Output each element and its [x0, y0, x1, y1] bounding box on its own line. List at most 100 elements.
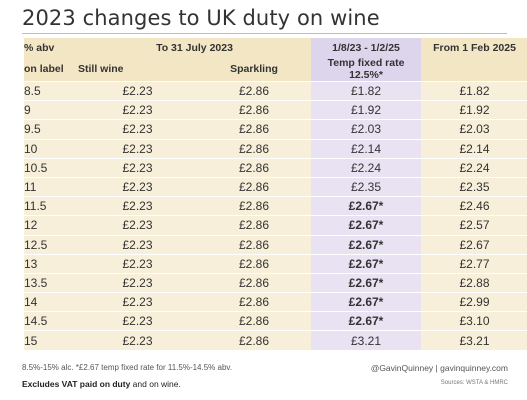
- cell-sparkling: £2.86: [197, 253, 312, 274]
- table-row: 14.5 £2.23 £2.86 £2.67* £3.10: [24, 311, 527, 331]
- cell-temp-rate: £2.03: [311, 119, 422, 140]
- cell-still-wine: £2.23: [78, 215, 197, 235]
- header-new-blank: [421, 57, 527, 82]
- cell-sparkling: £2.86: [197, 330, 312, 350]
- cell-sparkling: £2.86: [197, 292, 312, 312]
- cell-abv: 13.5: [24, 272, 78, 293]
- sources-line: Sources: WSTA & HMRC: [440, 380, 508, 386]
- table-row: 14 £2.23 £2.86 £2.67* £2.99: [24, 292, 527, 312]
- cell-still-wine: £2.23: [78, 272, 197, 293]
- header-abv: % abv: [24, 38, 78, 57]
- cell-temp-rate: £2.35: [311, 176, 422, 197]
- cell-still-wine: £2.23: [78, 330, 197, 350]
- table-row: 12.5 £2.23 £2.86 £2.67* £2.67: [24, 234, 527, 255]
- table-row: 13.5 £2.23 £2.86 £2.67* £2.88: [24, 272, 527, 293]
- cell-still-wine: £2.23: [78, 176, 197, 197]
- cell-abv: 10: [24, 138, 78, 159]
- cell-still-wine: £2.23: [78, 138, 197, 159]
- duty-table-body: 8.5 £2.23 £2.86 £1.82 £1.82 9 £2.23 £2.86 £1.92 £…: [24, 80, 527, 350]
- cell-from-2025: £2.46: [421, 196, 527, 216]
- cell-from-2025: £3.10: [421, 311, 527, 331]
- cell-still-wine: £2.23: [78, 196, 197, 216]
- table-row: 12 £2.23 £2.86 £2.67* £2.57: [24, 215, 527, 235]
- cell-temp-rate: £1.82: [311, 80, 422, 101]
- header-row-types: on label Still wine Sparkling Temp fixed…: [24, 57, 527, 82]
- header-on-label: on label: [24, 57, 78, 82]
- cell-from-2025: £2.99: [421, 292, 527, 312]
- cell-from-2025: £2.67: [421, 234, 527, 255]
- cell-temp-rate: £2.67*: [311, 215, 422, 235]
- cell-temp-rate: £2.67*: [311, 234, 422, 255]
- cell-sparkling: £2.86: [197, 215, 312, 235]
- table-row: 11 £2.23 £2.86 £2.35 £2.35: [24, 176, 527, 197]
- cell-abv: 9: [24, 100, 78, 120]
- cell-abv: 15: [24, 330, 78, 350]
- cell-temp-rate: £2.24: [311, 157, 422, 178]
- cell-abv: 9.5: [24, 119, 78, 140]
- cell-still-wine: £2.23: [78, 157, 197, 178]
- header-sparkling: Sparkling: [197, 57, 312, 82]
- cell-abv: 11: [24, 176, 78, 197]
- cell-abv: 8.5: [24, 80, 78, 101]
- cell-from-2025: £2.14: [421, 138, 527, 159]
- cell-sparkling: £2.86: [197, 119, 312, 140]
- cell-from-2025: £2.03: [421, 119, 527, 140]
- cell-from-2025: £1.82: [421, 80, 527, 101]
- cell-temp-rate: £2.67*: [311, 253, 422, 274]
- credit-line: @GavinQuinney | gavinquinney.com: [370, 363, 508, 373]
- cell-temp-rate: £2.67*: [311, 292, 422, 312]
- vat-note-bold: Excludes VAT paid on duty: [22, 379, 131, 389]
- cell-from-2025: £1.92: [421, 100, 527, 120]
- cell-still-wine: £2.23: [78, 100, 197, 120]
- vat-note: Excludes VAT paid on duty and on wine.: [22, 379, 181, 389]
- cell-still-wine: £2.23: [78, 311, 197, 331]
- cell-abv: 12: [24, 215, 78, 235]
- cell-abv: 14.5: [24, 311, 78, 331]
- header-temp-rate: Temp fixed rate 12.5%*: [311, 57, 422, 82]
- duty-table: % abv To 31 July 2023 1/8/23 - 1/2/25 Fr…: [24, 38, 527, 350]
- cell-temp-rate: £2.67*: [311, 196, 422, 216]
- cell-sparkling: £2.86: [197, 234, 312, 255]
- cell-abv: 14: [24, 292, 78, 312]
- cell-sparkling: £2.86: [197, 138, 312, 159]
- cell-abv: 13: [24, 253, 78, 274]
- cell-from-2025: £2.88: [421, 272, 527, 293]
- header-row-periods: % abv To 31 July 2023 1/8/23 - 1/2/25 Fr…: [24, 38, 527, 57]
- cell-from-2025: £2.24: [421, 157, 527, 178]
- cell-sparkling: £2.86: [197, 100, 312, 120]
- cell-from-2025: £2.35: [421, 176, 527, 197]
- cell-sparkling: £2.86: [197, 80, 312, 101]
- vat-note-rest: and on wine.: [130, 379, 181, 389]
- cell-from-2025: £3.21: [421, 330, 527, 350]
- cell-sparkling: £2.86: [197, 176, 312, 197]
- cell-sparkling: £2.86: [197, 311, 312, 331]
- cell-sparkling: £2.86: [197, 272, 312, 293]
- cell-still-wine: £2.23: [78, 119, 197, 140]
- header-period-new: From 1 Feb 2025: [421, 38, 527, 57]
- table-row: 9 £2.23 £2.86 £1.92 £1.92: [24, 100, 527, 120]
- cell-abv: 11.5: [24, 196, 78, 216]
- cell-abv: 10.5: [24, 157, 78, 178]
- table-row: 8.5 £2.23 £2.86 £1.82 £1.82: [24, 80, 527, 101]
- cell-temp-rate: £1.92: [311, 100, 422, 120]
- table-row: 10 £2.23 £2.86 £2.14 £2.14: [24, 138, 527, 159]
- table-row: 9.5 £2.23 £2.86 £2.03 £2.03: [24, 119, 527, 140]
- cell-sparkling: £2.86: [197, 157, 312, 178]
- cell-still-wine: £2.23: [78, 80, 197, 101]
- header-still-wine: Still wine: [78, 57, 197, 82]
- table-row: 11.5 £2.23 £2.86 £2.67* £2.46: [24, 196, 527, 216]
- cell-from-2025: £2.57: [421, 215, 527, 235]
- cell-still-wine: £2.23: [78, 253, 197, 274]
- cell-sparkling: £2.86: [197, 196, 312, 216]
- header-period-old: To 31 July 2023: [78, 38, 312, 57]
- cell-still-wine: £2.23: [78, 292, 197, 312]
- page-title: 2023 changes to UK duty on wine: [22, 6, 380, 30]
- header-period-temp: 1/8/23 - 1/2/25: [311, 38, 422, 57]
- cell-temp-rate: £2.14: [311, 138, 422, 159]
- cell-temp-rate: £2.67*: [311, 272, 422, 293]
- title-divider: [22, 33, 507, 34]
- cell-from-2025: £2.77: [421, 253, 527, 274]
- cell-abv: 12.5: [24, 234, 78, 255]
- table-row: 13 £2.23 £2.86 £2.67* £2.77: [24, 253, 527, 274]
- cell-temp-rate: £3.21: [311, 330, 422, 350]
